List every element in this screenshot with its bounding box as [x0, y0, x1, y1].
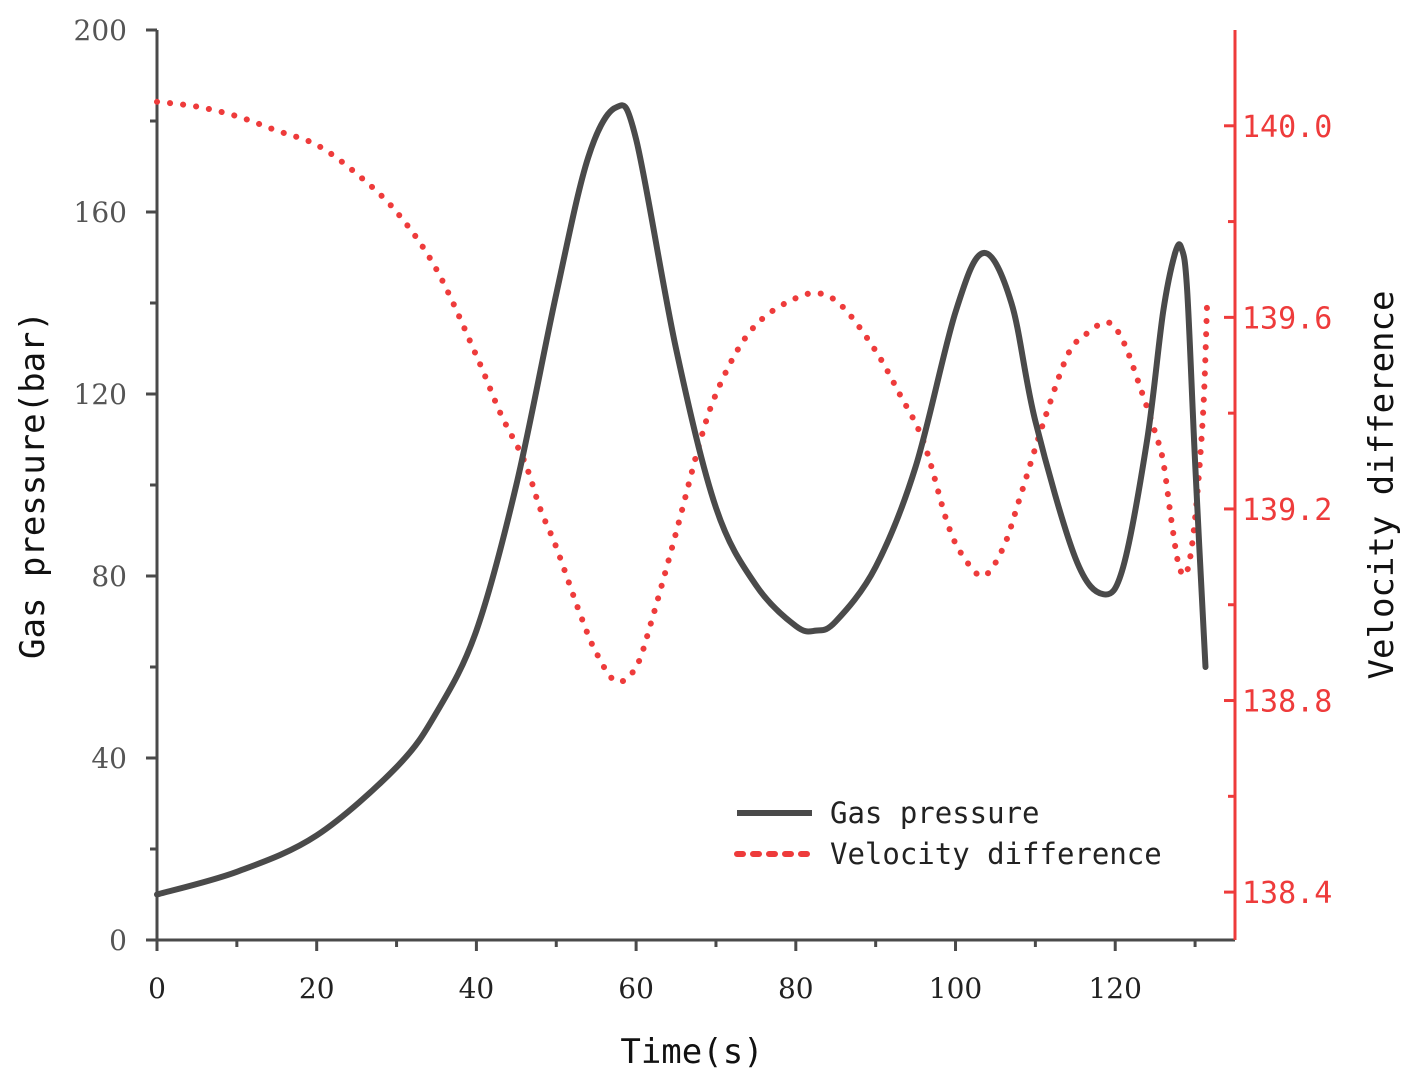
x-tick-label: 80: [778, 972, 814, 1005]
y2-tick-label: 140.0: [1242, 110, 1332, 145]
y-tick-label: 120: [74, 378, 127, 411]
velocity-difference-line: [154, 98, 1211, 685]
y2-tick-label: 139.6: [1242, 301, 1332, 336]
bottom-tick-labels: 0 20 40 60 80 100 120: [148, 972, 1142, 1005]
x-tick-label: 120: [1088, 972, 1141, 1005]
x-tick-label: 60: [618, 972, 654, 1005]
tick-marks: [146, 28, 1235, 951]
y-tick-label: 160: [74, 196, 127, 229]
y2-tick-label: 139.2: [1242, 493, 1332, 528]
y-axis-title: Gas pressure(bar): [13, 311, 53, 659]
y2-axis-title: Velocity difference: [1362, 291, 1402, 680]
right-tick-labels: 138.4 138.8 139.2 139.6 140.0: [1242, 110, 1332, 911]
legend-label-gas-pressure: Gas pressure: [830, 796, 1040, 830]
gas-pressure-line: [154, 102, 1209, 898]
y-tick-label: 200: [74, 14, 127, 47]
y2-tick-label: 138.4: [1242, 876, 1332, 911]
left-tick-labels: 0 40 80 120 160 200: [74, 14, 127, 957]
y-tick-label: 40: [91, 742, 127, 775]
x-tick-label: 40: [459, 972, 495, 1005]
legend: Gas pressure Velocity difference: [734, 796, 1162, 871]
x-tick-label: 20: [299, 972, 335, 1005]
x-tick-label: 100: [929, 972, 982, 1005]
y2-tick-label: 138.8: [1242, 685, 1332, 720]
legend-label-velocity-difference: Velocity difference: [830, 837, 1162, 871]
series-layer: [154, 98, 1211, 898]
y-tick-label: 80: [91, 560, 127, 593]
y-tick-label: 0: [109, 924, 127, 957]
x-axis-title: Time(s): [620, 1032, 763, 1072]
x-tick-label: 0: [148, 972, 166, 1005]
